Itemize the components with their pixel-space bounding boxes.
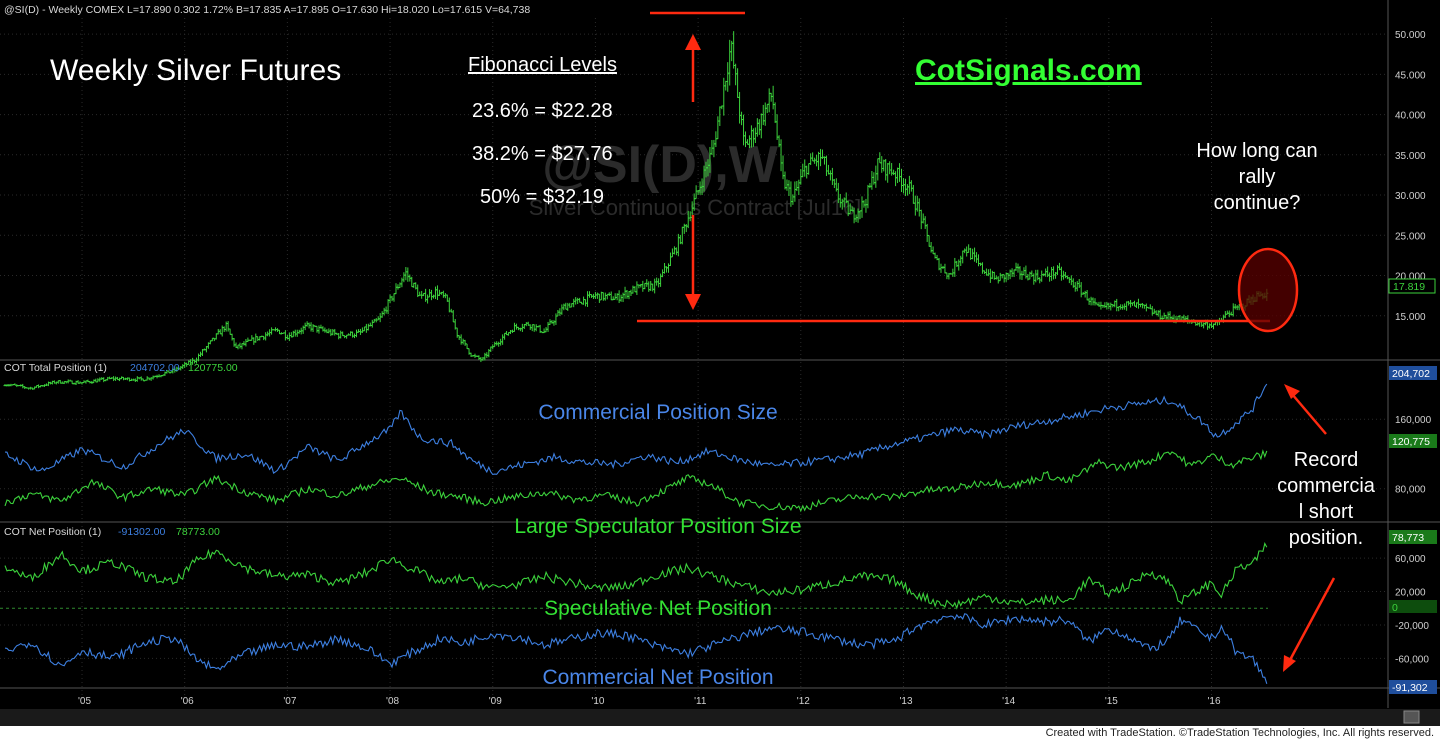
record-arrow-down-shaft — [1288, 577, 1336, 661]
commercial-size-label: Commercial Position Size — [538, 401, 777, 424]
up-arrow-head — [685, 34, 701, 50]
x-tick-label: '05 — [78, 696, 91, 707]
watermark-symbol: @SI(D),W — [542, 136, 778, 194]
x-tick-label: '10 — [591, 696, 604, 707]
chart-title: Weekly Silver Futures — [50, 54, 341, 87]
commercial-size-line — [4, 383, 1268, 475]
y-tick-label: 20.000 — [1395, 272, 1426, 283]
svg-text:78,773: 78,773 — [1392, 532, 1424, 544]
record-arrow-up-shaft — [1291, 393, 1327, 435]
speculator-size-line — [4, 449, 1268, 513]
record-note-line-2: commercia — [1277, 475, 1376, 497]
svg-text:120,775: 120,775 — [1392, 436, 1430, 448]
cot-total-header-speculator: 120775.00 — [188, 362, 238, 374]
x-tick-label: '16 — [1208, 696, 1221, 707]
record-arrow-down-head — [1283, 655, 1296, 672]
fib-level-23: 23.6% = $22.28 — [472, 100, 613, 122]
y-tick-label: 60,000 — [1395, 554, 1426, 565]
fib-level-50: 50% = $32.19 — [480, 186, 604, 208]
cot-total-series — [4, 383, 1268, 513]
y-tick-label: 80,000 — [1395, 485, 1426, 496]
y-tick-label: 40.000 — [1395, 111, 1426, 122]
last-spec-net-badge: 78,773 — [1389, 530, 1437, 544]
cot-total-header-commercial: 204702.00 — [130, 362, 180, 374]
site-name: CotSignals.com — [915, 54, 1142, 87]
x-tick-label: '06 — [181, 696, 194, 707]
y-tick-label: 25.000 — [1395, 231, 1426, 242]
x-tick-label: '11 — [694, 696, 707, 707]
x-tick-label: '12 — [797, 696, 810, 707]
y-tick-label: 35.000 — [1395, 151, 1426, 162]
cot-net-header-commercial: -91302.00 — [118, 526, 165, 538]
x-tick-label: '14 — [1002, 696, 1015, 707]
cot-net-header-label: COT Net Position (1) — [4, 526, 101, 538]
x-tick-label: '13 — [899, 696, 912, 707]
down-arrow-head — [685, 294, 701, 310]
x-axis-ticks: '05 '06 '07 '08 '09 '10 '11 '12 '13 '14 '15 '16 — [78, 696, 1221, 707]
spec-net-line — [4, 541, 1268, 610]
record-note-line-1: Record — [1294, 449, 1358, 471]
spec-net-label: Speculative Net Position — [544, 597, 772, 620]
x-tick-label: '08 — [386, 696, 399, 707]
cot-net-header-speculator: 78773.00 — [176, 526, 220, 538]
fib-range-markers — [637, 11, 1270, 323]
y-tick-label: 20,000 — [1395, 588, 1426, 599]
x-tick-label: '15 — [1105, 696, 1118, 707]
footer-bar: Created with TradeStation. ©TradeStation… — [0, 726, 1440, 740]
cot-total-header-label: COT Total Position (1) — [4, 362, 107, 374]
svg-text:-91,302: -91,302 — [1392, 682, 1428, 694]
cot-net-series — [4, 541, 1268, 684]
highlight-circle — [1237, 247, 1299, 333]
question-line-3: continue? — [1214, 192, 1301, 214]
record-note-line-4: position. — [1289, 527, 1364, 549]
fib-level-38: 38.2% = $27.76 — [472, 143, 613, 165]
last-speculator-size-badge: 120,775 — [1389, 434, 1437, 448]
price-series — [3, 31, 1269, 390]
last-commercial-size-badge: 204,702 — [1389, 366, 1437, 380]
last-commercial-net-badge: -91,302 — [1389, 680, 1437, 694]
y-tick-label: 45.000 — [1395, 70, 1426, 81]
record-note-line-3: l short — [1299, 501, 1354, 523]
question-line-2: rally — [1239, 166, 1276, 188]
record-arrow-up-head — [1284, 384, 1300, 399]
x-tick-label: '07 — [283, 696, 296, 707]
svg-text:0: 0 — [1392, 602, 1398, 614]
x-tick-label: '09 — [489, 696, 502, 707]
svg-text:204,702: 204,702 — [1392, 368, 1430, 380]
y-tick-label: 15.000 — [1395, 312, 1426, 323]
record-arrows — [1283, 384, 1336, 672]
commercial-net-line — [4, 613, 1268, 684]
zero-badge: 0 — [1389, 600, 1437, 614]
grid — [0, 18, 1388, 706]
y-axis-ticks: 15.000 20.000 25.000 30.000 35.000 40.000 45.0… — [1395, 30, 1432, 665]
question-line-1: How long can — [1196, 140, 1317, 162]
price-panel-header: @SI(D) - Weekly COMEX L=17.890 0.302 1.7… — [4, 4, 530, 16]
commercial-net-label: Commercial Net Position — [542, 666, 773, 689]
y-tick-label: 30.000 — [1395, 191, 1426, 202]
y-tick-label: 50.000 — [1395, 30, 1426, 41]
last-price-badge: 17.819 — [1388, 278, 1436, 294]
speculator-size-label: Large Speculator Position Size — [514, 515, 801, 538]
fib-heading: Fibonacci Levels — [468, 54, 617, 76]
y-tick-label: -60,000 — [1395, 654, 1429, 665]
scrollbar-thumb[interactable] — [1403, 710, 1420, 724]
horizontal-scrollbar[interactable] — [0, 709, 1440, 726]
svg-text:17.819: 17.819 — [1393, 281, 1425, 293]
footer-text: Created with TradeStation. ©TradeStation… — [1045, 727, 1434, 739]
y-tick-label: 160,000 — [1395, 415, 1432, 426]
y-tick-label: -20,000 — [1395, 621, 1429, 632]
